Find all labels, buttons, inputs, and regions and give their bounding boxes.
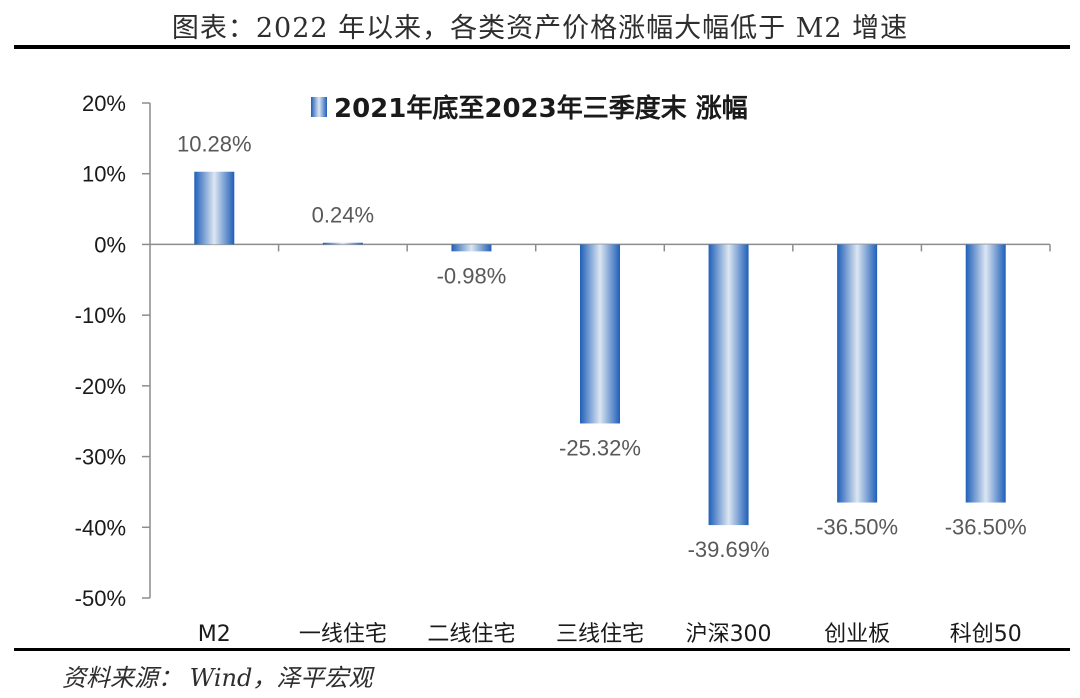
x-tick-label: 三线住宅 [556, 622, 644, 647]
page-title: 图表：2022 年以来，各类资产价格涨幅大幅低于 M2 增速 [171, 13, 909, 44]
bar-2 [322, 242, 363, 245]
bar-7 [965, 244, 1006, 503]
data-label: -39.69% [688, 537, 770, 562]
data-label: 0.24% [312, 203, 374, 228]
bottom-rule [14, 648, 1070, 651]
y-tick-label: 20% [82, 91, 126, 116]
bar-3 [451, 244, 492, 252]
top-rule [14, 45, 1070, 49]
data-label: -25.32% [559, 435, 641, 460]
y-tick-label: 0% [94, 232, 126, 257]
bar-5 [708, 244, 749, 526]
legend-label: 2021年底至2023年三季度末 涨幅 [334, 93, 748, 124]
bar-1 [194, 171, 235, 245]
x-tick-label: 二线住宅 [427, 622, 515, 647]
bar-4 [580, 244, 620, 424]
source-note: 资料来源： Wind，泽平宏观 [62, 664, 373, 692]
data-label: 10.28% [177, 132, 252, 157]
x-tick-label: 沪深300 [686, 622, 772, 647]
bar-6 [837, 244, 878, 503]
y-tick-label: -20% [75, 374, 126, 399]
data-label: -36.50% [945, 515, 1027, 540]
x-tick-label: M2 [198, 622, 231, 647]
legend-swatch [311, 97, 327, 117]
x-tick-label: 创业板 [824, 622, 890, 647]
y-tick-label: -40% [75, 515, 126, 540]
data-label: -36.50% [816, 515, 898, 540]
y-tick-label: -30% [75, 445, 126, 470]
y-tick-label: 10% [82, 162, 126, 187]
y-tick-label: -50% [75, 586, 126, 611]
x-tick-label: 科创50 [950, 622, 1022, 647]
data-label: -0.98% [437, 263, 507, 288]
y-tick-label: -10% [75, 303, 126, 328]
x-tick-label: 一线住宅 [299, 622, 387, 647]
